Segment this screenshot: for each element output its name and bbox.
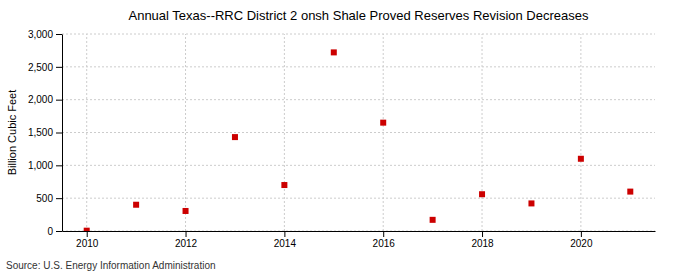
- grid-line-y: [62, 66, 655, 67]
- grid-line-x: [284, 34, 285, 231]
- grid-line-x: [580, 34, 581, 231]
- y-tick-label: 2,500: [28, 62, 53, 73]
- y-tick: 1,500: [28, 127, 62, 138]
- y-tick-label: 1,500: [28, 127, 53, 138]
- x-tick-mark: [186, 231, 187, 237]
- x-axis: 2010 2012 2014 2016 2018 2020: [63, 231, 656, 249]
- point: [627, 189, 633, 195]
- x-tick-label: 2012: [175, 238, 198, 249]
- point: [232, 134, 238, 140]
- point: [281, 182, 287, 188]
- point: [133, 202, 139, 208]
- annotation: Source: U.S. Energy Information Administ…: [6, 260, 216, 271]
- chart: 2010 2012 2014 2016 2018 2020 0 500 1,000 1,500 2,…: [0, 0, 675, 275]
- x-tick: 2020: [570, 231, 593, 249]
- y-tick-mark: [56, 165, 62, 166]
- y-tick-label: 2,000: [28, 94, 53, 105]
- y-tick-mark: [56, 133, 62, 134]
- x-tick: 2010: [76, 231, 99, 249]
- x-tick-mark: [581, 231, 582, 237]
- title: Annual Texas--RRC District 2 onsh Shale …: [128, 8, 589, 23]
- y-tick-mark: [56, 67, 62, 68]
- x-tick-mark: [383, 231, 384, 237]
- y-axis: 0 500 1,000 1,500 2,000 2,500 3,000: [28, 29, 63, 237]
- y-tick: 0: [47, 226, 62, 237]
- y-tick-label: 500: [36, 193, 53, 204]
- y-tick: 2,500: [28, 62, 62, 73]
- grid-line-x: [185, 34, 186, 231]
- point: [430, 217, 436, 223]
- x-tick: 2014: [274, 231, 297, 249]
- x-tick-label: 2014: [274, 238, 297, 249]
- y-axis-line: [62, 35, 63, 232]
- x-tick-mark: [482, 231, 483, 237]
- y-tick-mark: [56, 231, 62, 232]
- point: [84, 228, 90, 231]
- x-tick-label: 2010: [76, 238, 99, 249]
- y-axis-title: Billion Cubic Feet: [6, 90, 18, 176]
- x-tick-mark: [87, 231, 88, 237]
- point: [380, 120, 386, 126]
- y-tick: 2,000: [28, 94, 62, 105]
- grid-line-y: [62, 99, 655, 100]
- grid: [62, 34, 655, 231]
- points: [84, 49, 634, 231]
- point: [479, 191, 485, 197]
- y-tick-mark: [56, 34, 62, 35]
- grid-line-y: [62, 132, 655, 133]
- x-tick: 2012: [175, 231, 198, 249]
- x-tick: 2018: [471, 231, 494, 249]
- x-tick-label: 2018: [471, 238, 494, 249]
- y-tick-label: 3,000: [28, 29, 53, 40]
- y-tick: 3,000: [28, 29, 62, 40]
- x-tick-label: 2020: [570, 238, 593, 249]
- grid-line-y: [62, 165, 655, 166]
- y-tick-mark: [56, 100, 62, 101]
- grid-line-y: [62, 34, 655, 35]
- point: [331, 49, 337, 55]
- point: [183, 208, 189, 214]
- y-tick-mark: [56, 198, 62, 199]
- grid-line-y: [62, 231, 655, 232]
- point: [578, 156, 584, 162]
- y-tick: 500: [36, 193, 62, 204]
- x-tick-label: 2016: [373, 238, 396, 249]
- point: [528, 200, 534, 206]
- y-tick: 1,000: [28, 160, 62, 171]
- x-tick-mark: [284, 231, 285, 237]
- x-axis-line: [63, 231, 656, 232]
- x-tick: 2016: [373, 231, 396, 249]
- y-tick-label: 0: [47, 226, 53, 237]
- y-tick-label: 1,000: [28, 160, 53, 171]
- grid-line-y: [62, 198, 655, 199]
